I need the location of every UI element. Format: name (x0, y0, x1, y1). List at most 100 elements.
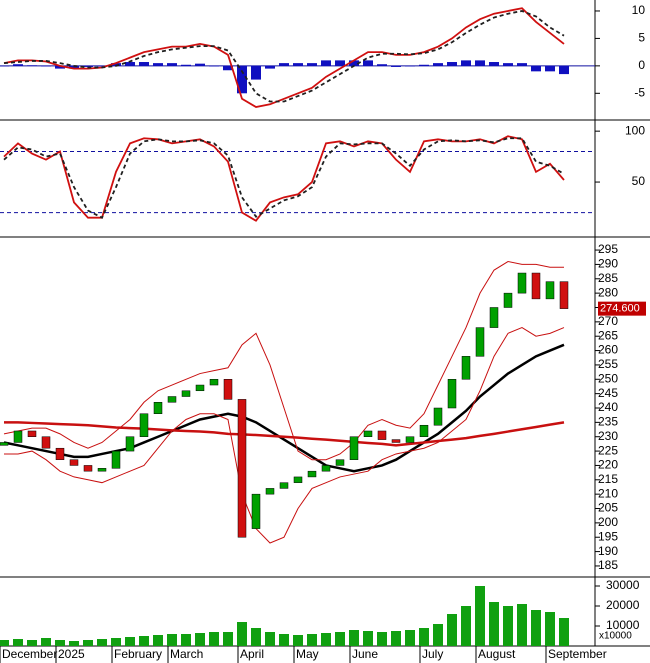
candle-body (531, 272, 541, 300)
volume-bar (475, 586, 485, 646)
y-tick-label: 280 (598, 285, 618, 299)
histogram-bar (531, 65, 541, 72)
candle-body (447, 379, 457, 409)
candle-body (503, 292, 513, 308)
histogram-bar (391, 65, 401, 67)
candle-body (391, 439, 401, 443)
histogram-bar (293, 63, 303, 66)
histogram-bar (69, 65, 79, 69)
y-tick-label: 265 (598, 328, 618, 342)
y-tick-label: 290 (598, 257, 618, 271)
histogram-bar (545, 65, 555, 72)
candle-body (237, 399, 247, 538)
volume-bar (111, 638, 121, 646)
candle-body (433, 407, 443, 426)
y-tick-label: 10000 (606, 618, 640, 632)
volume-bar (27, 640, 37, 646)
candle-body (251, 493, 261, 529)
y-tick-label: 195 (598, 529, 618, 543)
candle-body (195, 384, 205, 392)
y-tick-label: 260 (598, 343, 618, 357)
candle-body (321, 465, 331, 472)
x-tick-label: July (422, 647, 443, 661)
y-tick-label: 245 (598, 386, 618, 400)
x-tick-label: February (114, 647, 162, 661)
candle-body (307, 470, 317, 478)
candle-body (489, 307, 499, 328)
last-price-label: 274.600 (600, 303, 640, 315)
line (3, 137, 565, 219)
candle-body (83, 465, 93, 472)
histogram-bar (237, 65, 247, 94)
y-tick-label: 240 (598, 400, 618, 414)
volume-bar (307, 634, 317, 646)
volume-bar (405, 630, 415, 646)
last-price-box (598, 301, 646, 316)
x-tick-label: April (240, 647, 264, 661)
y-tick-label: 50 (632, 174, 646, 188)
y-tick-label: 190 (598, 544, 618, 558)
x-tick-label: June (352, 647, 378, 661)
candle-body (153, 402, 163, 414)
y-tick-label: 230 (598, 429, 618, 443)
volume-bar (363, 631, 373, 646)
line (3, 343, 565, 473)
candle-body (419, 424, 429, 437)
histogram-bar (321, 60, 331, 66)
candle-body (223, 379, 233, 400)
histogram-bar (209, 65, 219, 67)
line (4, 421, 565, 447)
volume-bar (489, 602, 499, 646)
candle-body (13, 430, 23, 443)
candle-body (139, 413, 149, 437)
volume-bar (545, 612, 555, 646)
y-tick-label: 10 (632, 3, 646, 17)
candle-body (279, 482, 289, 489)
histogram-bar (195, 63, 205, 66)
volume-bar (139, 636, 149, 646)
candle-body (167, 396, 177, 403)
volume-bar (377, 632, 387, 646)
volume-bar (125, 637, 135, 646)
x-tick-label: August (478, 647, 516, 661)
x-tick-label: 2025 (58, 647, 85, 661)
histogram-bar (405, 65, 415, 67)
volume-bar (349, 630, 359, 646)
histogram-bar (111, 63, 121, 66)
candle-body (55, 447, 65, 460)
x-tick-label: September (548, 647, 607, 661)
histogram-bar (307, 63, 317, 66)
y-tick-label: 295 (598, 242, 618, 256)
histogram-bar (27, 65, 37, 66)
histogram-bar (503, 63, 513, 66)
histogram-bar (447, 62, 457, 66)
volume-bar (391, 631, 401, 646)
histogram-bar (251, 65, 261, 80)
volume-bar (321, 633, 331, 646)
histogram-bar (363, 60, 373, 66)
volume-bar (293, 635, 303, 646)
histogram-bar (55, 65, 65, 69)
y-tick-label: 270 (598, 314, 618, 328)
histogram-bar (167, 63, 177, 66)
histogram-bar (461, 60, 471, 66)
volume-bar (517, 604, 527, 646)
volume-bar (13, 639, 23, 646)
line (4, 327, 565, 544)
volume-bar (97, 639, 107, 646)
volume-bar (559, 618, 569, 646)
candle-body (363, 430, 373, 437)
y-tick-label: 185 (598, 558, 618, 572)
candle-body (405, 436, 415, 443)
histogram-bar (153, 63, 163, 66)
volume-bar (167, 634, 177, 646)
volume-bar (335, 632, 345, 646)
y-tick-label: 205 (598, 501, 618, 515)
candle-body (293, 476, 303, 483)
histogram-bar (97, 65, 107, 67)
candle-body (559, 281, 569, 309)
candle-body (181, 390, 191, 397)
volume-bar (251, 628, 261, 646)
